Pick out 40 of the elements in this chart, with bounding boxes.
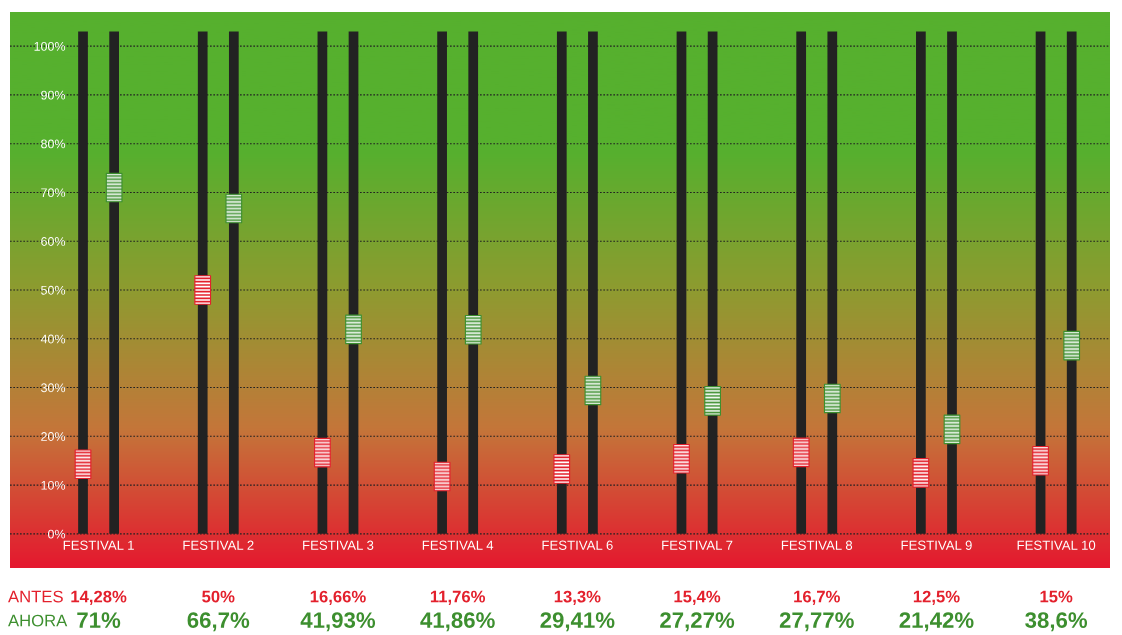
- data-label: 12,5%: [913, 590, 960, 605]
- data-label: 15,4%: [674, 590, 721, 605]
- x-tick-label: FESTIVAL 4: [422, 540, 494, 550]
- data-label: 11,76%: [430, 590, 486, 605]
- data-label: 38,6%: [1025, 612, 1088, 632]
- text: AHORA: [8, 614, 68, 627]
- data-label: 21,42%: [899, 612, 974, 632]
- data-label: 15%: [1040, 590, 1073, 603]
- x-tick-label: FESTIVAL 6: [542, 540, 613, 550]
- x-tick-label: FESTIVAL 7: [662, 540, 733, 550]
- x-tick-label: FESTIVAL 10: [1017, 540, 1096, 550]
- data-label: 71%: [77, 612, 121, 628]
- y-tick-label: 30%: [41, 383, 66, 393]
- y-tick-label: 40%: [40, 334, 66, 344]
- y-tick-label: 80%: [41, 139, 66, 149]
- y-tick-label: 50%: [41, 285, 66, 295]
- x-tick-label: FESTIVAL 3: [303, 540, 374, 550]
- y-tick-label: 90%: [41, 90, 66, 100]
- y-tick-label: 10%: [41, 480, 66, 490]
- y-tick-label: 20%: [41, 432, 66, 441]
- y-tick-label: 0%: [47, 529, 66, 539]
- x-tick-label: FESTIVAL 1: [63, 540, 134, 550]
- data-label: 27,77%: [779, 612, 854, 632]
- y-tick-label: 100%: [34, 41, 66, 51]
- data-label: 66,7%: [187, 612, 250, 632]
- text: ANTES: [8, 590, 63, 603]
- data-label: 29,41%: [540, 612, 615, 632]
- data-label: 50%: [202, 590, 235, 603]
- data-label: 14,28%: [71, 590, 127, 605]
- data-label: 13,3%: [554, 590, 601, 605]
- data-label: 27,27%: [660, 612, 735, 632]
- data-label: 41,93%: [300, 612, 376, 632]
- data-label: 16,66%: [310, 590, 366, 605]
- x-tick-label: FESTIVAL 2: [183, 540, 254, 550]
- data-label: 41,86%: [420, 612, 495, 632]
- data-label: 16,7%: [794, 590, 840, 605]
- x-tick-label: FESTIVAL 9: [901, 540, 972, 550]
- y-tick-label: 60%: [41, 237, 66, 246]
- x-tick-label: FESTIVAL 8: [781, 540, 853, 550]
- y-tick-label: 70%: [41, 188, 66, 198]
